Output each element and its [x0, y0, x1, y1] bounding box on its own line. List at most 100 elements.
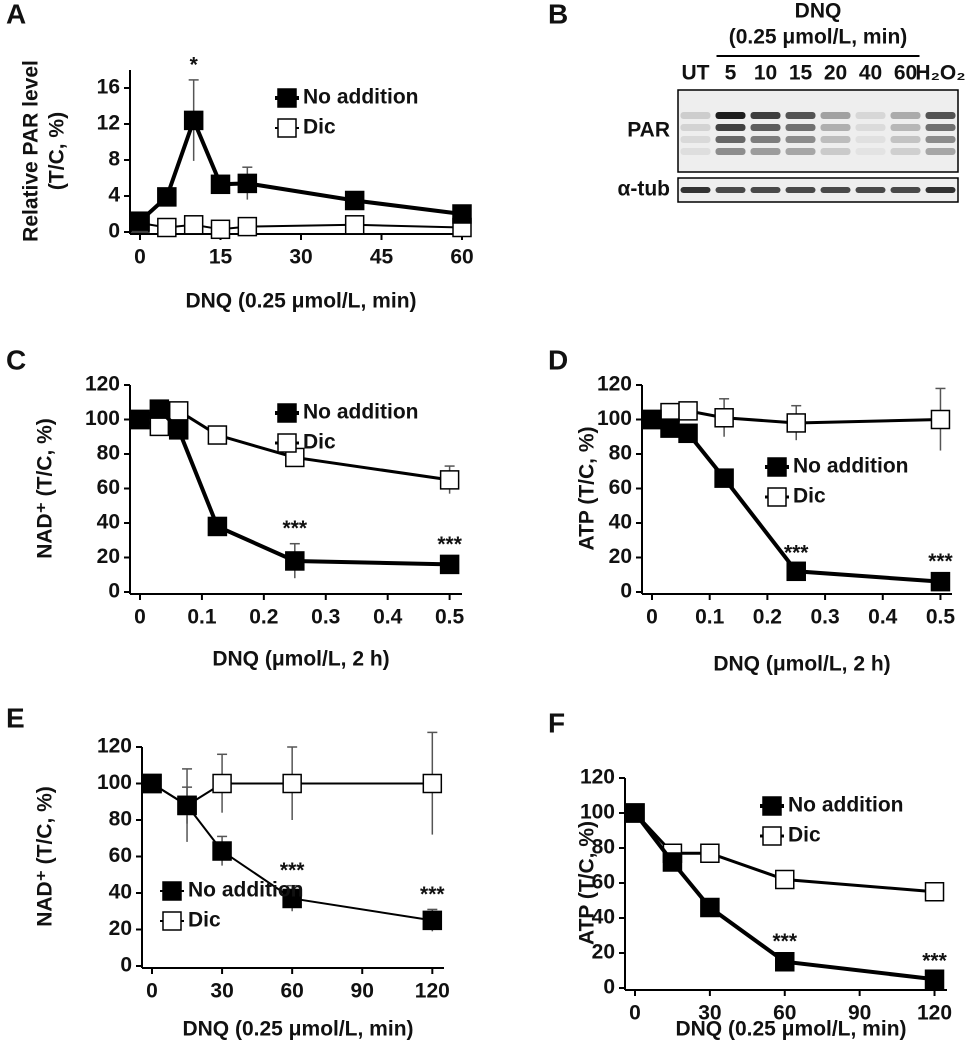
legend-label: No addition: [303, 401, 418, 424]
marker: [714, 408, 734, 428]
y-tick-label: 80: [592, 836, 615, 859]
band: [750, 124, 781, 131]
band: [820, 136, 851, 143]
marker: [210, 174, 231, 195]
series-line: [138, 114, 463, 223]
annotation: ***: [784, 541, 809, 564]
x-tick-label: 0: [134, 606, 146, 629]
lane-label: H₂O₂: [915, 62, 965, 85]
y-tick-label: 0: [108, 580, 120, 603]
y-tick-label: 0: [603, 976, 615, 999]
marker: [642, 409, 662, 430]
panel-label: E: [6, 702, 25, 733]
y-tick-label: 100: [580, 801, 615, 824]
x-tick-label: 0: [646, 606, 658, 629]
x-tick-label: 0.5: [926, 606, 956, 629]
band: [750, 136, 781, 143]
marker: [142, 773, 162, 794]
x-tick-label: 30: [289, 246, 312, 269]
legend-label: Dic: [188, 909, 221, 932]
band: [855, 148, 886, 155]
marker: [282, 773, 302, 794]
panel-label: C: [6, 344, 26, 375]
annotation: ***: [922, 949, 947, 972]
marker: [439, 554, 460, 575]
lane-label: 15: [789, 62, 813, 85]
band: [820, 187, 851, 193]
x-axis-label: DNQ (μmol/L, 2 h): [212, 648, 389, 671]
lane-label: 40: [859, 62, 882, 85]
x-tick-label: 0.2: [249, 606, 278, 629]
legend-marker: [162, 911, 182, 931]
band: [820, 148, 851, 155]
x-tick-label: 60: [280, 980, 303, 1003]
x-tick-label: 0.1: [695, 606, 725, 629]
annotation: ***: [420, 883, 445, 906]
x-tick-label: 0.5: [435, 606, 465, 629]
y-axis-label: NAD⁺ (T/C, %): [34, 418, 57, 559]
band: [785, 112, 816, 119]
y-tick-label: 40: [109, 881, 132, 904]
x-tick-label: 45: [370, 246, 394, 269]
marker: [930, 571, 951, 592]
marker: [422, 773, 443, 794]
marker: [924, 882, 945, 902]
y-tick-label: 8: [108, 148, 120, 171]
y-tick-label: 100: [597, 407, 632, 430]
x-axis-label: DNQ (μmol/L, 2 h): [713, 653, 890, 676]
annotation: ***: [280, 859, 305, 882]
x-tick-label: 30: [210, 980, 233, 1003]
y-tick-label: 0: [108, 220, 120, 243]
band: [855, 187, 886, 193]
legend-label: No addition: [788, 794, 903, 817]
marker: [207, 425, 228, 445]
band: [680, 124, 711, 131]
y-tick-label: 100: [97, 771, 132, 794]
legend-marker: [767, 487, 787, 507]
y-tick-label: 120: [597, 373, 632, 396]
lane-label: 10: [754, 62, 777, 85]
marker: [452, 204, 472, 224]
x-tick-label: 0: [146, 980, 158, 1003]
legend-label: Dic: [788, 824, 821, 847]
band: [890, 124, 921, 131]
x-tick-label: 90: [351, 980, 374, 1003]
y-tick-label: 60: [97, 476, 120, 499]
marker: [157, 187, 177, 207]
band: [925, 148, 956, 155]
band: [715, 136, 746, 143]
x-axis-label: DNQ (0.25 μmol/L, min): [185, 290, 416, 313]
y-axis-label: Relative PAR level: [20, 60, 43, 242]
y-tick-label: 60: [609, 476, 632, 499]
marker: [210, 219, 231, 240]
panel-label: A: [6, 0, 26, 29]
marker: [786, 561, 806, 582]
legend-marker: [277, 118, 297, 138]
y-tick-label: 120: [85, 373, 120, 396]
y-tick-label: 40: [609, 511, 632, 534]
lane-label: 5: [725, 62, 737, 85]
marker: [237, 173, 258, 194]
band: [680, 148, 711, 155]
band: [785, 136, 816, 143]
legend-label: No addition: [188, 879, 303, 902]
marker: [786, 413, 806, 433]
marker: [183, 110, 204, 131]
y-tick-label: 4: [108, 184, 120, 207]
marker: [183, 215, 204, 235]
band: [715, 148, 746, 155]
x-tick-label: 0.4: [373, 606, 403, 629]
band: [925, 112, 956, 119]
panel-label: B: [548, 0, 568, 29]
annotation: ***: [437, 533, 462, 556]
band: [820, 112, 851, 119]
y-tick-label: 100: [85, 407, 120, 430]
x-tick-label: 120: [917, 1002, 952, 1025]
blot-title: DNQ: [795, 0, 842, 23]
marker: [130, 409, 150, 430]
marker: [344, 215, 365, 235]
x-tick-label: 0: [629, 1002, 641, 1025]
band: [680, 112, 711, 119]
y-tick-label: 20: [592, 941, 615, 964]
